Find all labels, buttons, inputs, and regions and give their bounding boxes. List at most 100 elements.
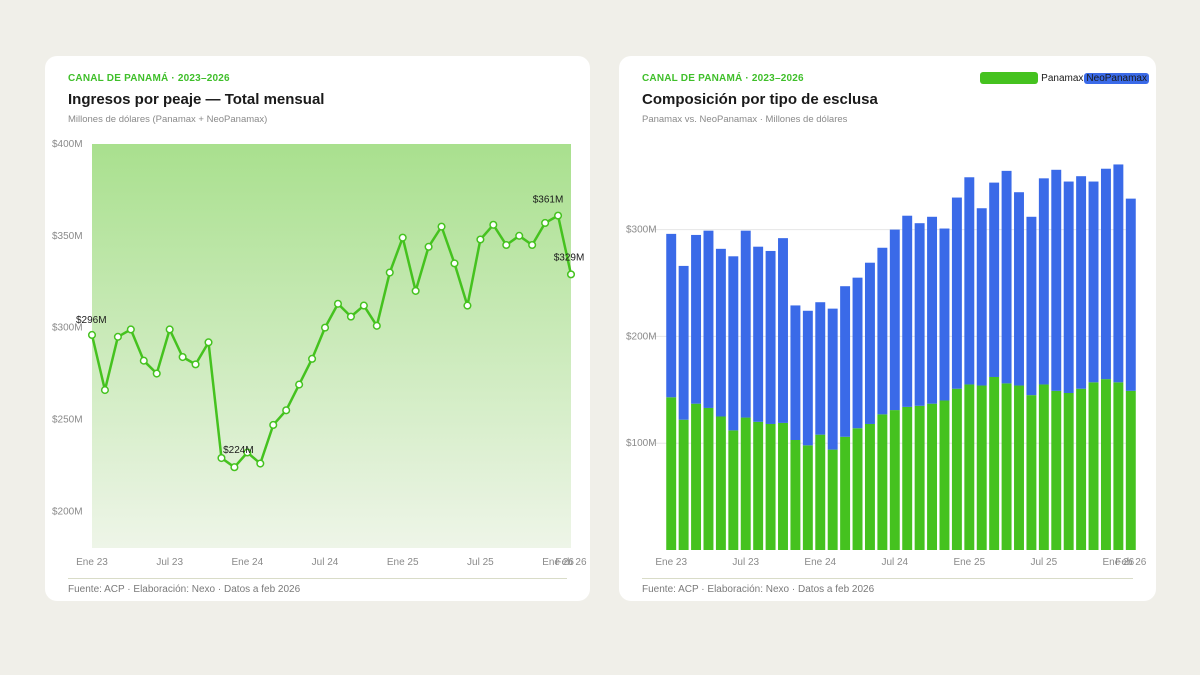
bar-panamax [703, 407, 714, 550]
bar-panamax [1026, 395, 1037, 550]
bar-panamax [740, 417, 751, 550]
chart-footer: Fuente: ACP · Elaboración: Nexo · Datos … [642, 584, 875, 595]
bar-panamax [753, 421, 764, 550]
bar-neopanamax [914, 223, 925, 406]
data-point [437, 222, 446, 231]
bar-neopanamax [976, 208, 987, 386]
y-tick-label: $400M [52, 139, 83, 150]
data-point [100, 386, 109, 395]
bar-panamax [1076, 388, 1087, 550]
data-point [191, 360, 200, 369]
bar-panamax [951, 388, 962, 550]
chart-title: Composición por tipo de esclusa [642, 91, 878, 108]
line-chart: $200M $250M $300M $350M $400M Ene 23 Jul 23 Ene… [52, 139, 587, 568]
bar-panamax [1113, 382, 1124, 550]
y-tick-label: $350M [52, 231, 83, 242]
bar-neopanamax [1125, 198, 1136, 391]
plot-area-fill [92, 144, 571, 548]
bar-panamax [1001, 383, 1012, 550]
x-tick-label: Jul 23 [732, 557, 759, 568]
y-tick-label: $100M [626, 438, 657, 449]
x-tick-label: Ene 24 [231, 557, 263, 568]
data-point [554, 211, 563, 220]
bar-panamax [864, 423, 875, 550]
chart-title: Ingresos por peaje — Total mensual [68, 91, 325, 108]
bar-neopanamax [852, 277, 863, 429]
bar-neopanamax [1076, 176, 1087, 389]
chart-legend: Panamax NeoPanamax [980, 72, 1150, 84]
legend-label-neopanamax: NeoPanamax [1084, 72, 1149, 84]
data-point [320, 323, 330, 332]
bar-panamax [989, 376, 1000, 550]
data-point [295, 380, 304, 389]
bar-panamax [778, 422, 788, 550]
bar-neopanamax [1100, 168, 1111, 380]
bar-neopanamax [790, 305, 801, 440]
bar-neopanamax [927, 216, 938, 404]
bar-panamax [976, 385, 987, 550]
bar-neopanamax [728, 256, 739, 431]
bar-panamax [1125, 390, 1136, 550]
legend-item-panamax: Panamax [980, 72, 1084, 84]
bar-neopanamax [1051, 169, 1062, 391]
data-point [411, 286, 420, 295]
bar-panamax [715, 416, 726, 550]
data-point [515, 231, 524, 240]
bar-neopanamax [753, 246, 764, 422]
bar-panamax [927, 403, 938, 550]
data-point [217, 453, 226, 463]
bar-neopanamax [703, 230, 714, 408]
bar-neopanamax [691, 234, 702, 404]
bar-neopanamax [1063, 181, 1074, 394]
data-label: $329M [554, 252, 585, 263]
bar-panamax [815, 434, 826, 550]
data-point [165, 325, 174, 334]
bar-panamax [765, 423, 776, 550]
x-tick-label: Feb 26 [555, 557, 587, 568]
x-tick-label: Ene 25 [953, 557, 985, 568]
data-label: $361M [533, 195, 564, 206]
bar-panamax [827, 449, 838, 550]
bar-neopanamax [815, 302, 826, 435]
x-tick-label: Ene 26 [542, 557, 574, 568]
bar-neopanamax [765, 250, 776, 424]
data-point [489, 220, 498, 229]
x-tick-label: Jul 24 [881, 557, 908, 568]
bar-neopanamax [1001, 170, 1012, 384]
bar-neopanamax [1038, 178, 1049, 385]
bar-panamax [691, 403, 702, 550]
data-point [463, 301, 472, 310]
stacked-bar-chart: $100M $200M $300M Ene 23 Jul 23 Ene 24 Jul 24 E… [626, 164, 1147, 568]
bar-neopanamax [715, 248, 726, 417]
data-point [541, 218, 550, 228]
bar-panamax [1088, 382, 1099, 550]
x-tick-label: Ene 24 [804, 557, 836, 568]
x-tick-label: Jul 25 [1030, 557, 1057, 568]
bar-neopanamax [1014, 192, 1024, 386]
bar-neopanamax [939, 228, 950, 401]
data-point [502, 240, 511, 250]
data-point [450, 259, 459, 268]
x-tick-label: Jul 24 [312, 557, 339, 568]
bar-panamax [1100, 379, 1111, 550]
data-point [333, 299, 343, 308]
x-tick-label: Ene 25 [387, 557, 419, 568]
bar-panamax [1038, 384, 1049, 550]
bar-panamax [678, 419, 689, 550]
legend-swatch-panamax [980, 72, 1039, 84]
legend-label-panamax: Panamax [1041, 72, 1084, 84]
x-tick-label: Jul 23 [156, 557, 183, 568]
bar-neopanamax [778, 238, 788, 423]
x-tick-label: Ene 23 [655, 557, 687, 568]
bar-neopanamax [1113, 164, 1124, 383]
bar-neopanamax [989, 182, 1000, 377]
bar-neopanamax [740, 230, 751, 418]
data-point [178, 352, 187, 362]
data-point [424, 242, 433, 251]
composition-bar-card: CANAL DE PANAMÁ · 2023–2026 Composición … [619, 56, 1156, 601]
data-point [126, 325, 135, 334]
chart-kicker: CANAL DE PANAMÁ · 2023–2026 [642, 73, 804, 84]
bar-panamax [914, 405, 925, 550]
data-point [346, 312, 355, 321]
bar-panamax [902, 406, 913, 550]
